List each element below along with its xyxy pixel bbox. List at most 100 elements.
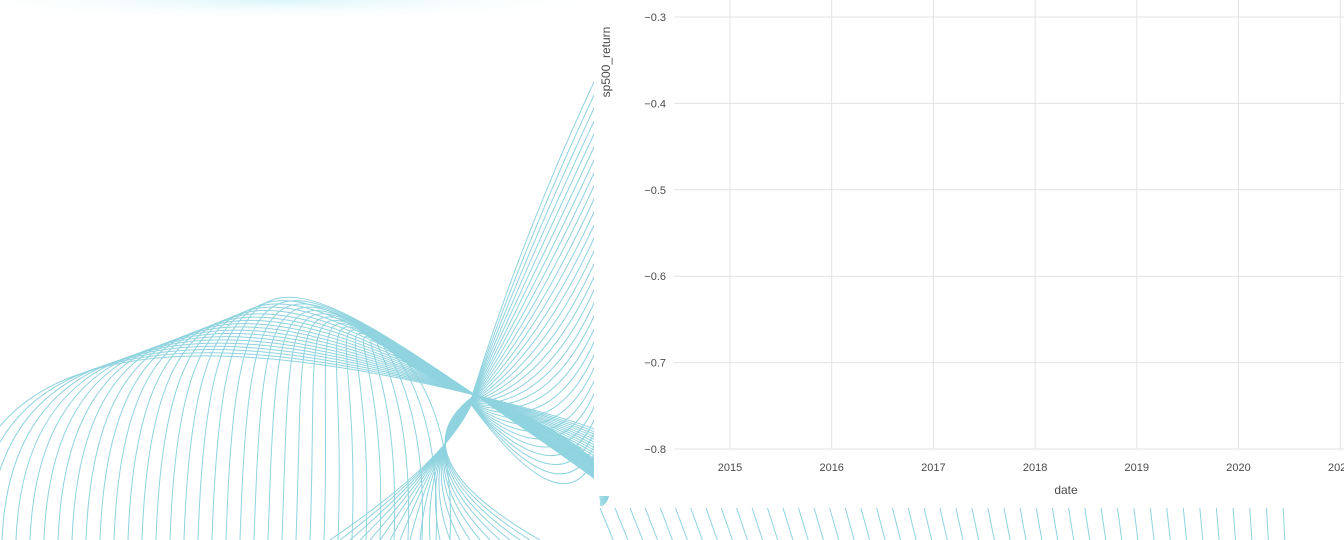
grid-lines (674, 0, 1344, 450)
decorative-slant-line (955, 507, 964, 540)
decorative-fan-line (469, 92, 596, 404)
decorative-slant-line (1051, 507, 1059, 540)
decorative-slant-line (1215, 507, 1220, 540)
decorative-slant-line (798, 507, 809, 540)
decorative-slant-line (1003, 507, 1011, 540)
decorative-slant-line (1133, 507, 1139, 540)
decorative-slant-line (751, 507, 764, 540)
decorative-slant-line (1182, 507, 1187, 540)
decorative-slant-line (1232, 507, 1236, 540)
decorative-fan-line (469, 144, 596, 404)
decorative-slant-line (939, 507, 948, 540)
decorative-arc (443, 394, 481, 540)
decorative-fan-line (469, 352, 596, 419)
decorative-fan-line (469, 391, 596, 440)
x-tick-label: 2020 (1226, 462, 1250, 474)
decorative-arc (0, 355, 613, 471)
decorative-slant-line (705, 507, 718, 540)
y-axis-label: sp500_return (599, 27, 613, 98)
decorative-fan-line (469, 300, 596, 404)
decorative-fan-line (469, 183, 596, 404)
y-tick-label: −0.3 (644, 12, 666, 24)
decorative-slant-line (736, 507, 748, 540)
decorative-fan-line (469, 209, 596, 404)
decorative-slant-line (987, 507, 995, 540)
decorative-slant-line (1265, 507, 1269, 540)
decorative-fan-line (469, 157, 596, 404)
decorative-fan-line (469, 287, 596, 404)
decorative-fan-line (469, 274, 596, 404)
decorative-arc (1, 345, 612, 540)
decorative-slant-line (1117, 507, 1123, 540)
decorative-slant-line (720, 507, 733, 540)
decorative-fan-line (469, 402, 596, 448)
y-tick-label: −0.6 (644, 271, 666, 283)
decorative-slant-line (891, 507, 902, 540)
decorative-slant-line (1199, 507, 1204, 540)
x-tick-label: 2021 (1328, 462, 1344, 474)
decorative-fan-line (469, 402, 596, 475)
decorative-slant-line (860, 507, 871, 540)
decorative-fan-line (469, 402, 596, 484)
decorative-fan-line (469, 222, 596, 404)
decorative-fan-line (469, 339, 596, 414)
y-tick-labels: −0.3 −0.4 −0.5 −0.6 −0.7 −0.8 (644, 12, 666, 456)
decorative-fan-line (469, 261, 596, 404)
y-tick-label: −0.5 (644, 185, 666, 197)
decorative-slant-line (844, 507, 855, 540)
decorative-slant-line (876, 507, 886, 540)
decorative-slant-line (907, 507, 917, 540)
line-chart: −0.3−0.4−0.5−0.6−0.7−0.8 2015 2016 2017 201… (599, 0, 1344, 496)
decorative-fan-line (469, 402, 596, 456)
decorative-slant-line (644, 507, 659, 540)
x-tick-label: 2018 (1023, 462, 1047, 474)
decorative-slant-line (971, 507, 980, 540)
decorative-fan-lines (469, 79, 596, 484)
decorative-fan-line (469, 235, 596, 404)
decorative-slant-line (1035, 507, 1043, 540)
decorative-slant-line (599, 507, 614, 540)
decorative-slant-line (1100, 507, 1107, 540)
decorative-slant-line (659, 507, 673, 540)
decorative-arc (438, 394, 476, 540)
decorative-arc (442, 394, 476, 540)
decorative-slant-line (813, 507, 824, 540)
y-tick-label: −0.8 (644, 444, 666, 456)
decorative-slant-line (1166, 507, 1171, 540)
decorative-slant-line (1068, 507, 1075, 540)
decorative-fan-line (469, 170, 596, 404)
decorative-arc (440, 394, 476, 540)
decorative-fan-line (469, 378, 596, 432)
x-tick-label: 2017 (921, 462, 945, 474)
decorative-fan-line (469, 79, 596, 404)
decorative-slant-line (1084, 507, 1091, 540)
x-tick-label: 2016 (819, 462, 843, 474)
decorative-slant-line (829, 507, 840, 540)
decorative-fan-line (469, 196, 596, 404)
decorative-slant-line (614, 507, 629, 540)
decorative-arc (0, 349, 612, 473)
y-tick-label: −0.4 (644, 98, 666, 110)
decorative-fan-line (469, 365, 596, 425)
x-tick-labels: 2015 2016 2017 2018 2019 2020 2021 (718, 462, 1344, 474)
decorative-fan-line (469, 326, 596, 410)
decorative-arc (444, 394, 541, 540)
x-tick-label: 2019 (1125, 462, 1149, 474)
decorative-fan-line (469, 248, 596, 404)
decorative-fan-line (469, 131, 596, 404)
decorative-slant-line (923, 507, 933, 540)
decorative-slant-line (767, 507, 779, 540)
decorative-fan-line (469, 105, 596, 404)
decorative-slant-line (1019, 507, 1027, 540)
decorative-bottom-lines (599, 507, 1286, 540)
decorative-slant-line (629, 507, 644, 540)
decorative-fan-line (469, 118, 596, 404)
chart-panel: −0.3 −0.4 −0.5 −0.6 −0.7 −0.8 2015 2016 2017 201… (594, 0, 1344, 496)
decorative-fan-line (469, 402, 596, 466)
decorative-fan-line (469, 313, 596, 406)
y-tick-label: −0.7 (644, 358, 666, 370)
decorative-slant-line (1249, 507, 1253, 540)
x-tick-label: 2015 (718, 462, 742, 474)
decorative-slant-line (1149, 507, 1155, 540)
x-axis-label: date (1054, 483, 1078, 496)
